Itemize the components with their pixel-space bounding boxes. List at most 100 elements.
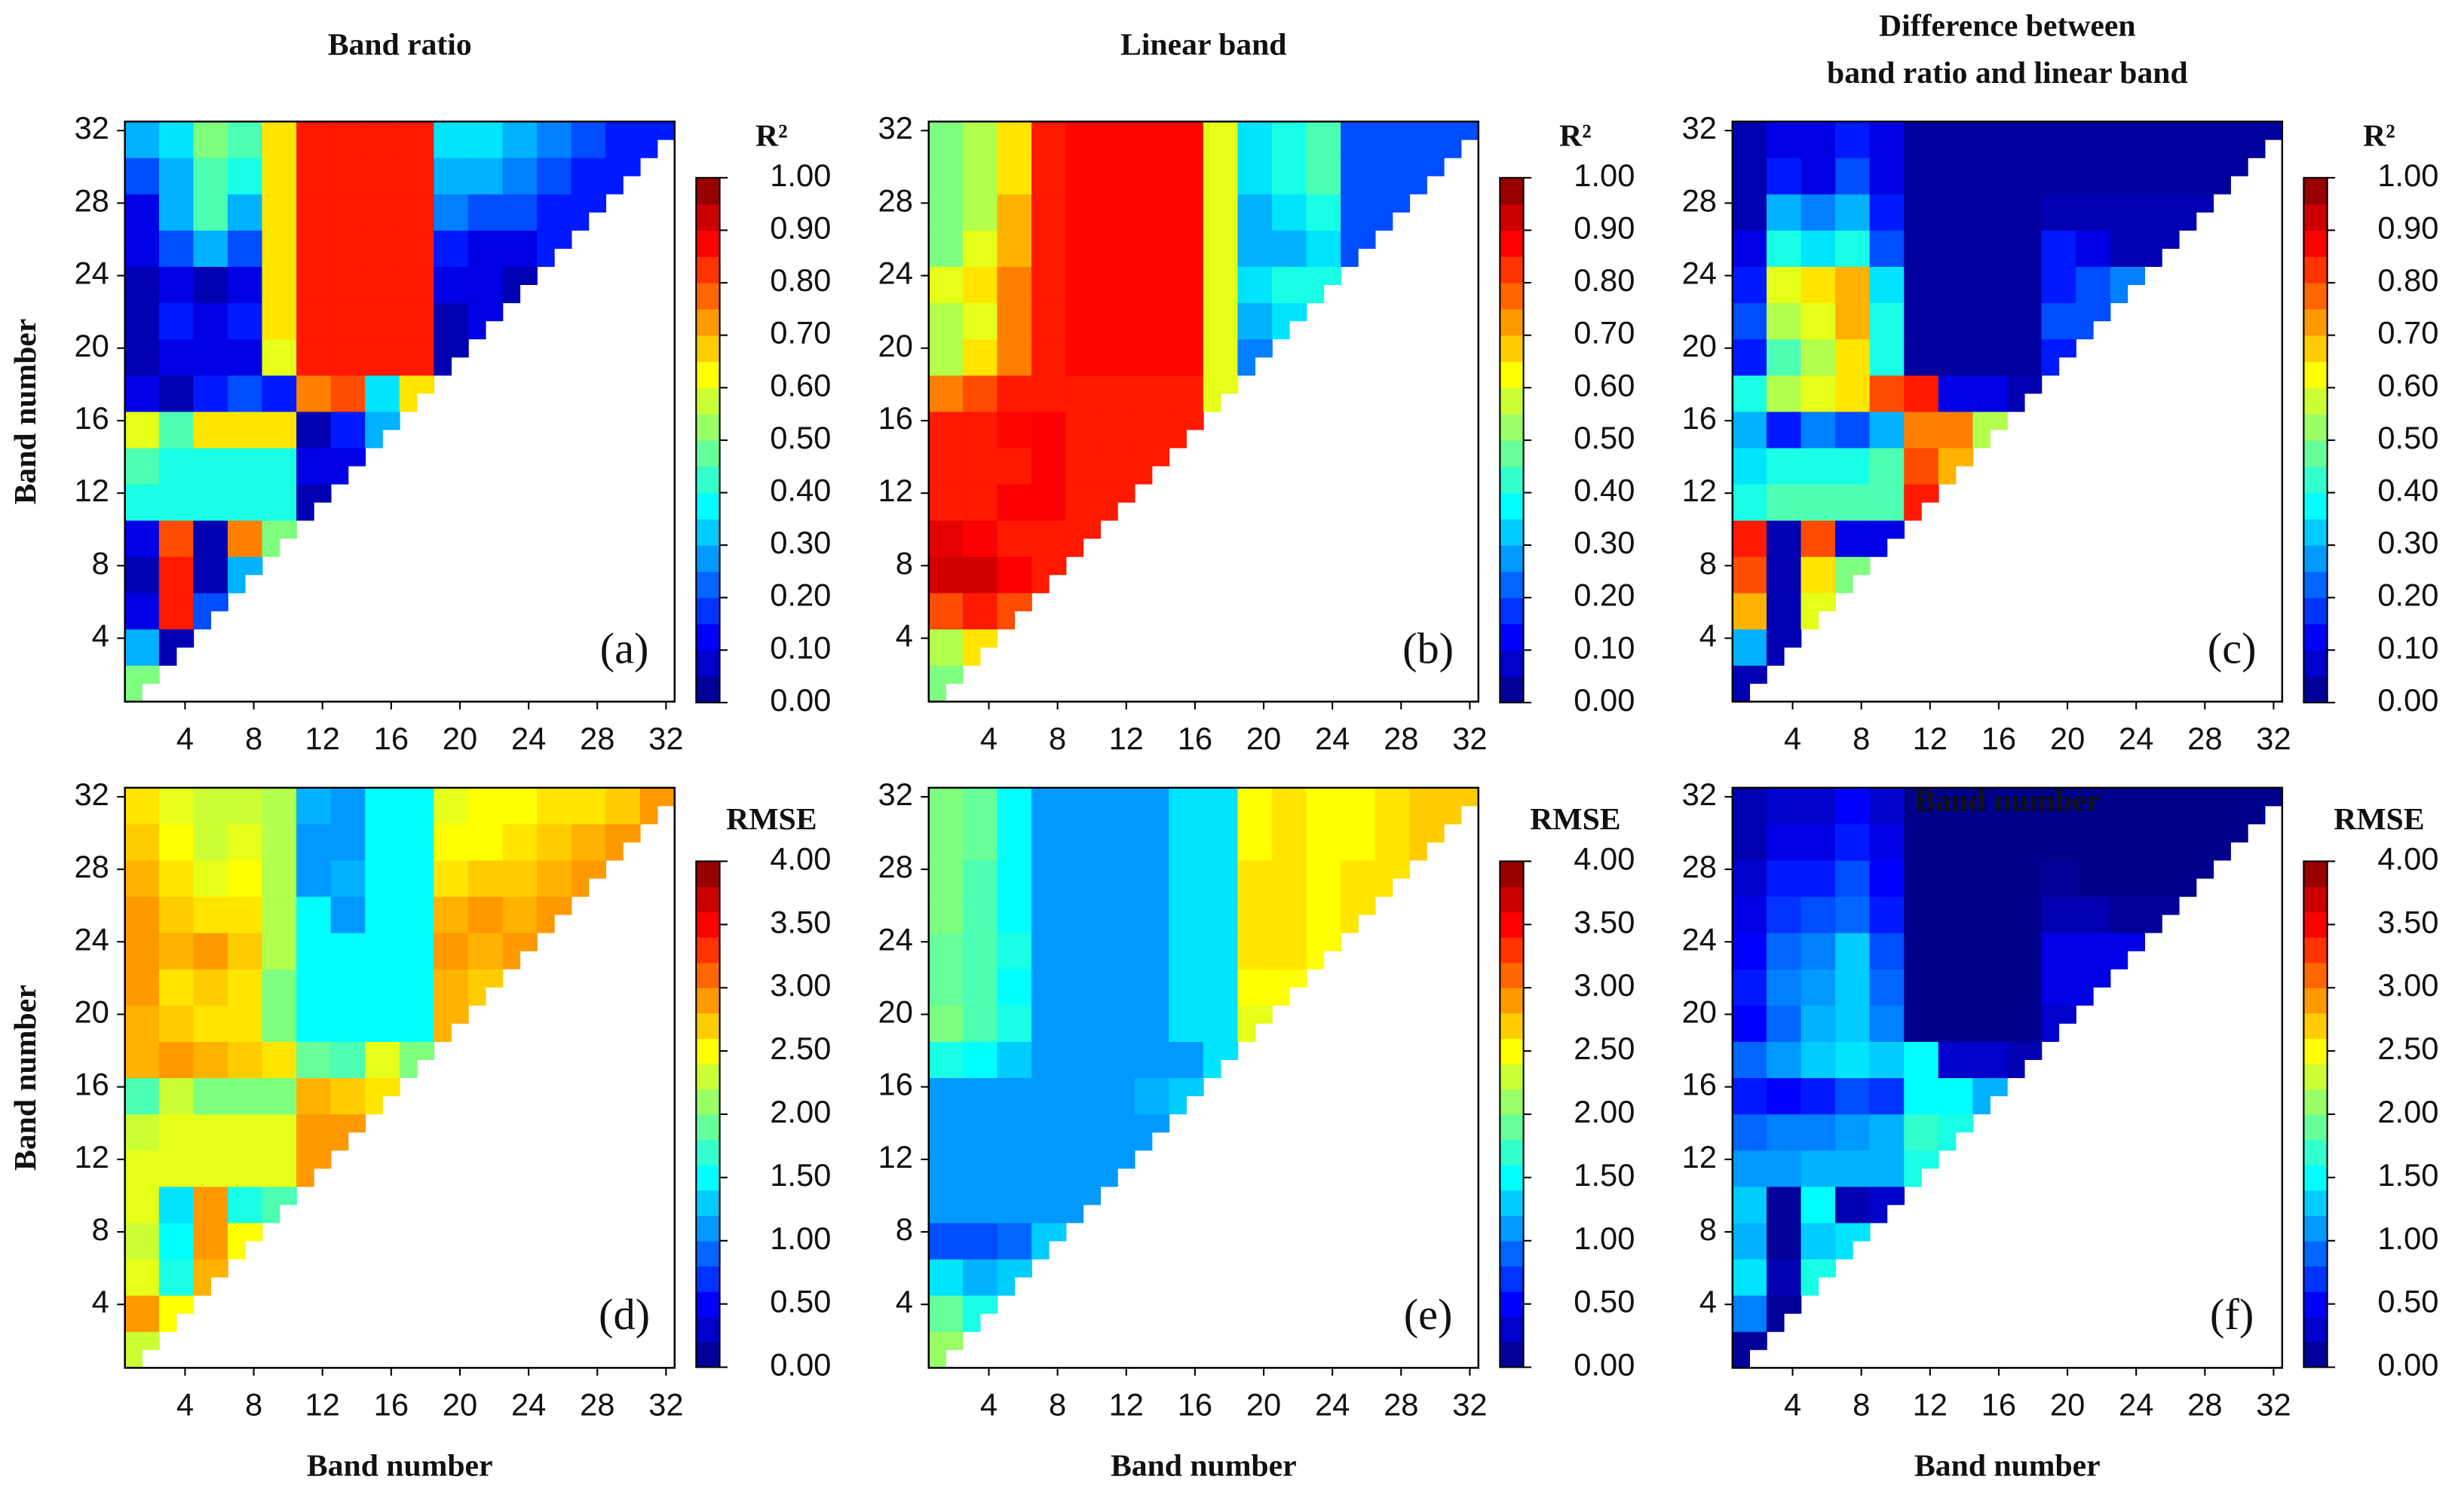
colorbar-tick-label: 4.00: [1574, 841, 1635, 876]
heatmap-cell: [1341, 787, 1376, 825]
heatmap-cell: [605, 823, 641, 861]
heatmap-cell: [1766, 1041, 1802, 1079]
colorbar-segment: [2303, 204, 2328, 231]
heatmap-cell: [1271, 193, 1307, 231]
heatmap-cell: [399, 193, 435, 231]
heatmap-cell: [158, 121, 195, 158]
heatmap-cell: [997, 447, 1032, 485]
heatmap-cell: [158, 519, 195, 557]
heatmap-cell: [1375, 859, 1411, 897]
heatmap-cell: [1938, 1077, 1974, 1115]
plot-frame: [1731, 786, 2284, 1369]
heatmap-cell: [1031, 375, 1067, 412]
heatmap-cell: [1341, 157, 1376, 195]
heatmap-cell: [1065, 1077, 1101, 1115]
colorbar-segment: [1500, 1038, 1524, 1064]
colorbar-segment: [2303, 308, 2328, 336]
heatmap-cell: [227, 411, 263, 449]
heatmap-cell: [262, 411, 297, 449]
y-tick-label: 24: [878, 256, 913, 291]
heatmap-cell: [2006, 787, 2043, 825]
heatmap-cell: [399, 823, 435, 861]
x-tick-label: 12: [1109, 721, 1144, 756]
colorbar-segment: [2303, 1240, 2328, 1267]
x-tick-label: 16: [374, 721, 409, 756]
heatmap-cell: [1134, 447, 1170, 485]
heatmap-cell: [997, 1150, 1032, 1187]
heatmap-cell: [1766, 519, 1802, 557]
heatmap-cell: [962, 1113, 998, 1151]
heatmap-cell: [330, 375, 366, 412]
heatmap-cell: [1869, 1150, 1905, 1187]
heatmap-cell: [467, 266, 504, 304]
heatmap-cell: [2006, 1005, 2043, 1042]
y-tick-label: 12: [878, 1139, 913, 1175]
x-tick-label: 32: [648, 721, 683, 756]
heatmap-cell: [1203, 1041, 1239, 1079]
heatmap-cell: [1065, 447, 1101, 485]
y-tick-label: 32: [1682, 777, 1717, 812]
heatmap-cell: [158, 1005, 195, 1042]
colorbar-segment: [2303, 230, 2328, 257]
heatmap-cell: [1732, 823, 1767, 861]
heatmap-cell: [1766, 121, 1802, 158]
colorbar-segment: [2303, 911, 2328, 938]
colorbar-tick-label: 0.50: [770, 1284, 831, 1319]
heatmap-cell: [1938, 823, 1974, 861]
heatmap-cell: [1237, 1005, 1273, 1042]
colorbar-tick-label: 1.00: [770, 1221, 831, 1256]
heatmap-cell: [1800, 519, 1836, 557]
heatmap-cell: [1237, 823, 1273, 861]
heatmap-cell: [1904, 1005, 1939, 1042]
x-tick-label: 4: [980, 721, 998, 756]
colorbar-segment: [696, 1190, 720, 1216]
heatmap-cell: [1169, 1077, 1204, 1115]
heatmap-cell: [1375, 121, 1411, 158]
heatmap-cell: [193, 193, 228, 231]
y-tick-label: 20: [1682, 994, 1717, 1029]
heatmap-cell: [262, 1005, 297, 1042]
colorbar-segment: [2303, 937, 2328, 963]
heatmap-cell: [997, 556, 1032, 593]
heatmap-cell: [227, 483, 263, 521]
heatmap-cell: [1100, 1150, 1135, 1187]
heatmap-cell: [1835, 302, 1871, 340]
heatmap-cell: [1134, 1005, 1170, 1042]
heatmap-cell: [1271, 157, 1307, 195]
heatmap-cell: [1938, 447, 1974, 485]
heatmap-cell: [365, 338, 400, 376]
heatmap-cell: [962, 932, 998, 970]
heatmap-cell: [262, 230, 297, 267]
heatmap-cell: [1732, 266, 1767, 304]
heatmap-cell: [124, 121, 160, 158]
heatmap-cell: [1169, 896, 1204, 933]
heatmap-cell: [158, 968, 195, 1006]
heatmap-cell: [1938, 1005, 1974, 1042]
heatmap-cell: [928, 968, 964, 1006]
heatmap-cell: [1169, 411, 1204, 449]
colorbar-tick-label: 0.10: [1574, 630, 1635, 665]
heatmap-cell: [928, 1294, 964, 1332]
colorbar-tick-label: 3.50: [2377, 904, 2438, 939]
heatmap-cell: [2076, 859, 2111, 897]
heatmap-cell: [1237, 787, 1273, 825]
heatmap-cell: [1835, 859, 1871, 897]
heatmap-cell: [262, 302, 297, 340]
colorbar-tick-label: 0.70: [770, 315, 831, 351]
heatmap-cell: [1065, 968, 1101, 1006]
heatmap-cell: [1904, 411, 1939, 449]
heatmap-cell: [1100, 968, 1135, 1006]
heatmap-cell: [262, 1150, 297, 1187]
colorbar-tick-label: 0.00: [1574, 1347, 1635, 1383]
heatmap-cell: [1869, 447, 1905, 485]
colorbar-tick-label: 0.10: [2377, 630, 2438, 665]
heatmap-cell: [1065, 1041, 1101, 1079]
heatmap-cell: [1237, 859, 1273, 897]
heatmap-cell: [1169, 157, 1204, 195]
colorbar-segment: [2303, 335, 2328, 363]
heatmap-cell: [997, 519, 1032, 557]
heatmap-cell: [1972, 1005, 2008, 1042]
heatmap-cell: [1134, 121, 1170, 158]
heatmap-cell: [997, 338, 1032, 376]
heatmap-cell: [1031, 1113, 1067, 1151]
